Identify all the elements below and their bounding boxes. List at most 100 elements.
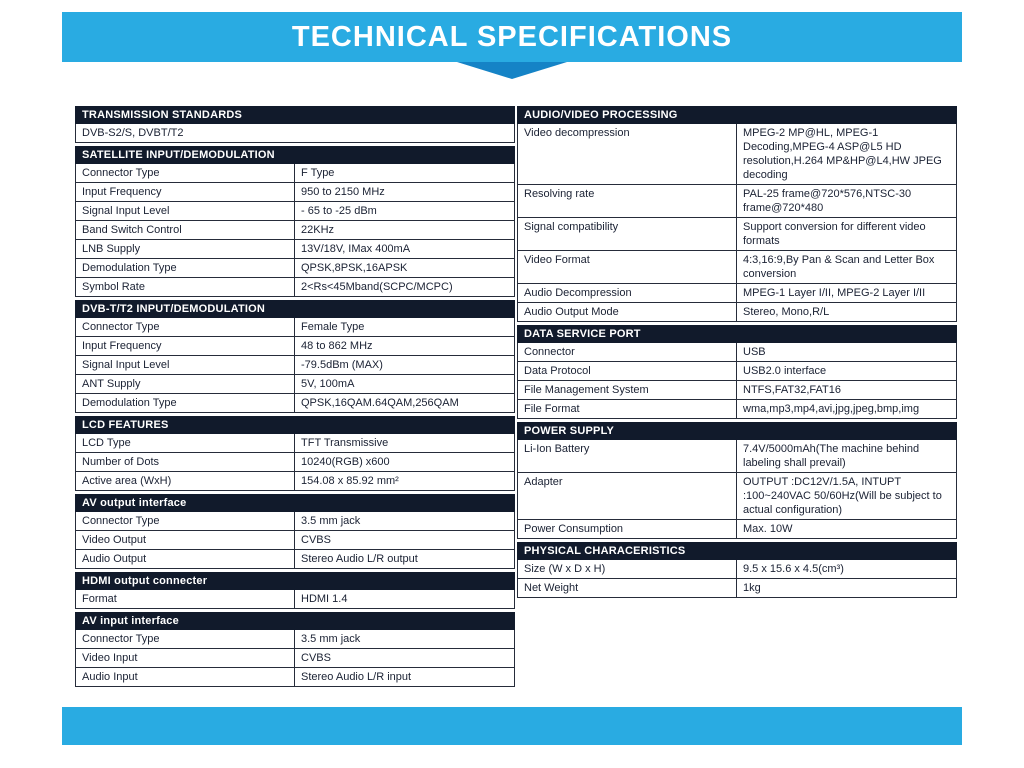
spec-label: Video Input bbox=[76, 649, 295, 667]
spec-value: Support conversion for different video f… bbox=[743, 221, 926, 247]
section-header: AUDIO/VIDEO PROCESSING bbox=[517, 106, 957, 124]
spec-label: Signal Input Level bbox=[76, 356, 295, 374]
spec-row: Symbol Rate 2<Rs<45Mband(SCPC/MCPC) bbox=[76, 278, 514, 296]
spec-label: Li-Ion Battery bbox=[518, 440, 737, 472]
spec-label: Connector Type bbox=[76, 164, 295, 182]
spec-value: 9.5 x 15.6 x 4.5(cm³) bbox=[743, 563, 844, 575]
spec-row: Band Switch Control 22KHz bbox=[76, 221, 514, 240]
spec-value: NTFS,FAT32,FAT16 bbox=[743, 384, 842, 396]
spec-value: Stereo Audio L/R input bbox=[301, 671, 412, 683]
spec-label: File Management System bbox=[518, 381, 737, 399]
spec-label: Adapter bbox=[518, 473, 737, 519]
spec-row: Input Frequency 48 to 862 MHz bbox=[76, 337, 514, 356]
spec-label: Video Output bbox=[76, 531, 295, 549]
section-header: HDMI output connecter bbox=[75, 572, 515, 590]
section-rows: Format HDMI 1.4 bbox=[75, 590, 515, 609]
spec-row: LCD Type TFT Transmissive bbox=[76, 434, 514, 453]
spec-row: Input Frequency 950 to 2150 MHz bbox=[76, 183, 514, 202]
section-header: LCD FEATURES bbox=[75, 416, 515, 434]
section-header: DVB-T/T2 INPUT/DEMODULATION bbox=[75, 300, 515, 318]
spec-label: Data Protocol bbox=[518, 362, 737, 380]
spec-value: Stereo Audio L/R output bbox=[301, 553, 418, 565]
spec-label: Demodulation Type bbox=[76, 259, 295, 277]
section-header: SATELLITE INPUT/DEMODULATION bbox=[75, 146, 515, 164]
spec-row: File Format wma,mp3,mp4,avi,jpg,jpeg,bmp,… bbox=[518, 400, 956, 418]
spec-row: Audio Decompression MPEG-1 Layer I/II, MP… bbox=[518, 284, 956, 303]
spec-row: Video decompression MPEG-2 MP@HL, MPEG-1 … bbox=[518, 124, 956, 185]
spec-value: USB bbox=[743, 346, 766, 358]
spec-value: 2<Rs<45Mband(SCPC/MCPC) bbox=[301, 281, 453, 293]
right-spec-column: AUDIO/VIDEO PROCESSING Video decompressio… bbox=[517, 106, 957, 598]
spec-row: Li-Ion Battery 7.4V/5000mAh(The machine b… bbox=[518, 440, 956, 473]
spec-tables: TRANSMISSION STANDARDS DVB-S2/S, DVBT/T2 S… bbox=[75, 106, 957, 687]
spec-label: Band Switch Control bbox=[76, 221, 295, 239]
spec-value: CVBS bbox=[301, 534, 331, 546]
spec-section: DATA SERVICE PORT Connector USB Data Protoc… bbox=[517, 325, 957, 419]
spec-row: Net Weight 1kg bbox=[518, 579, 956, 597]
spec-label: File Format bbox=[518, 400, 737, 418]
spec-row: Signal Input Level -79.5dBm (MAX) bbox=[76, 356, 514, 375]
spec-value: 154.08 x 85.92 mm² bbox=[301, 475, 399, 487]
spec-row: Demodulation Type QPSK,8PSK,16APSK bbox=[76, 259, 514, 278]
spec-label: Signal compatibility bbox=[518, 218, 737, 250]
section-rows: DVB-S2/S, DVBT/T2 bbox=[75, 124, 515, 143]
spec-value: OUTPUT :DC12V/1.5A, INTUPT :100~240VAC 5… bbox=[743, 476, 942, 516]
banner-chevron-ribbon bbox=[457, 62, 567, 79]
spec-label: Number of Dots bbox=[76, 453, 295, 471]
section-rows: Video decompression MPEG-2 MP@HL, MPEG-1 … bbox=[517, 124, 957, 322]
spec-row: DVB-S2/S, DVBT/T2 bbox=[76, 124, 514, 142]
section-rows: Connector Type 3.5 mm jack Video Output CVB… bbox=[75, 512, 515, 569]
section-rows: Connector Type F Type Input Frequency 950 t… bbox=[75, 164, 515, 297]
spec-label: Power Consumption bbox=[518, 520, 737, 538]
spec-value: CVBS bbox=[301, 652, 331, 664]
spec-label: DVB-S2/S, DVBT/T2 bbox=[82, 127, 184, 139]
spec-label: LNB Supply bbox=[76, 240, 295, 258]
spec-label: Symbol Rate bbox=[76, 278, 295, 296]
spec-value: 3.5 mm jack bbox=[301, 633, 361, 645]
spec-value: 950 to 2150 MHz bbox=[301, 186, 385, 198]
spec-section: DVB-T/T2 INPUT/DEMODULATION Connector Typ… bbox=[75, 300, 515, 413]
title-banner: TECHNICAL SPECIFICATIONS bbox=[62, 12, 962, 62]
spec-row: Connector Type F Type bbox=[76, 164, 514, 183]
section-header: TRANSMISSION STANDARDS bbox=[75, 106, 515, 124]
spec-label: Resolving rate bbox=[518, 185, 737, 217]
section-header: AV output interface bbox=[75, 494, 515, 512]
spec-value: Female Type bbox=[301, 321, 365, 333]
spec-value: MPEG-2 MP@HL, MPEG-1 Decoding,MPEG-4 ASP… bbox=[743, 127, 942, 181]
spec-label: Connector Type bbox=[76, 318, 295, 336]
spec-section: AV output interface Connector Type 3.5 mm … bbox=[75, 494, 515, 569]
section-header: PHYSICAL CHARACERISTICS bbox=[517, 542, 957, 560]
spec-row: Active area (WxH) 154.08 x 85.92 mm² bbox=[76, 472, 514, 490]
spec-row: Number of Dots 10240(RGB) x600 bbox=[76, 453, 514, 472]
spec-label: Connector Type bbox=[76, 630, 295, 648]
left-spec-column: TRANSMISSION STANDARDS DVB-S2/S, DVBT/T2 S… bbox=[75, 106, 515, 687]
section-rows: Connector USB Data Protocol USB2.0 interfac… bbox=[517, 343, 957, 419]
spec-row: Audio Output Stereo Audio L/R output bbox=[76, 550, 514, 568]
spec-value: - 65 to -25 dBm bbox=[301, 205, 377, 217]
spec-row: ANT Supply 5V, 100mA bbox=[76, 375, 514, 394]
spec-value: USB2.0 interface bbox=[743, 365, 827, 377]
spec-row: Connector Type 3.5 mm jack bbox=[76, 630, 514, 649]
spec-label: Net Weight bbox=[518, 579, 737, 597]
section-header: POWER SUPPLY bbox=[517, 422, 957, 440]
spec-value: -79.5dBm (MAX) bbox=[301, 359, 383, 371]
spec-value: Stereo, Mono,R/L bbox=[743, 306, 830, 318]
spec-value: 1kg bbox=[743, 582, 761, 594]
spec-row: Audio Input Stereo Audio L/R input bbox=[76, 668, 514, 686]
spec-value: 13V/18V, IMax 400mA bbox=[301, 243, 411, 255]
spec-label: Connector bbox=[518, 343, 737, 361]
spec-row: Adapter OUTPUT :DC12V/1.5A, INTUPT :100~2… bbox=[518, 473, 956, 520]
spec-row: Audio Output Mode Stereo, Mono,R/L bbox=[518, 303, 956, 321]
spec-label: Size (W x D x H) bbox=[518, 560, 737, 578]
spec-row: Format HDMI 1.4 bbox=[76, 590, 514, 608]
spec-value: QPSK,8PSK,16APSK bbox=[301, 262, 408, 274]
spec-label: Audio Output Mode bbox=[518, 303, 737, 321]
spec-value: 4:3,16:9,By Pan & Scan and Letter Box co… bbox=[743, 254, 935, 280]
spec-value: 7.4V/5000mAh(The machine behind labeling… bbox=[743, 443, 920, 469]
spec-section: AUDIO/VIDEO PROCESSING Video decompressio… bbox=[517, 106, 957, 322]
section-rows: Li-Ion Battery 7.4V/5000mAh(The machine b… bbox=[517, 440, 957, 539]
spec-section: AV input interface Connector Type 3.5 mm j… bbox=[75, 612, 515, 687]
spec-label: Input Frequency bbox=[76, 183, 295, 201]
spec-label: Signal Input Level bbox=[76, 202, 295, 220]
